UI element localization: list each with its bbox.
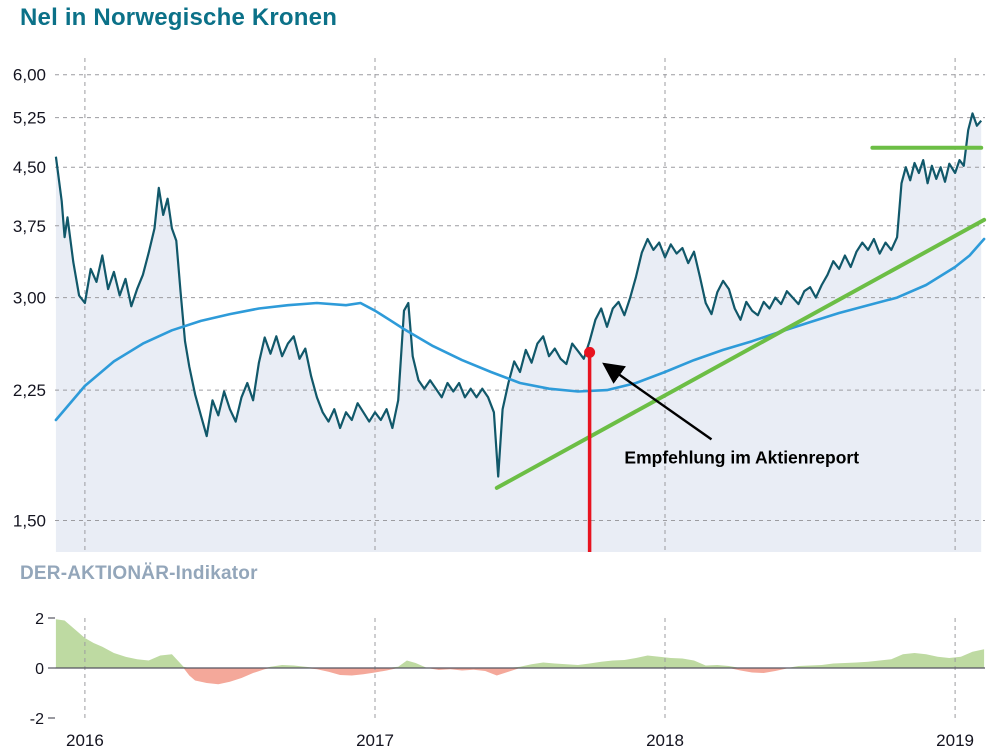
y-axis-label: 1,50	[13, 512, 46, 531]
y-axis-label: 2	[35, 611, 44, 628]
annotation-arrow	[602, 362, 713, 441]
annotation-label: Empfehlung im Aktienreport	[624, 448, 859, 468]
y-axis-label: 3,75	[13, 217, 46, 236]
price-area	[55, 113, 982, 553]
signal-dot	[584, 346, 596, 358]
y-axis-label: -2	[30, 711, 44, 728]
price-line	[54, 112, 983, 478]
x-axis-label: 2019	[936, 731, 974, 750]
x-axis-label: 2017	[356, 731, 394, 750]
y-axis-label: 5,25	[13, 109, 46, 128]
y-axis-label: 2,25	[13, 381, 46, 400]
y-axis-label: 6,00	[13, 66, 46, 85]
indicator-positive-area	[55, 619, 985, 668]
x-axis-label: 2018	[646, 731, 684, 750]
indicator-negative-area	[55, 668, 985, 685]
price-chart: 6,00 5,25 4,50 3,75 3,00 2,25 1,50 Empfehlung i…	[13, 58, 987, 553]
y-axis-label: 4,50	[13, 158, 46, 177]
y-axis-label: 0	[35, 661, 44, 678]
x-axis-label: 2016	[66, 731, 104, 750]
indicator-title: DER-AKTIONÄR-Indikator	[20, 563, 258, 584]
trend-line	[494, 217, 987, 490]
indicator-chart: 2 0 -2 2016 2017 2018 2019	[30, 611, 985, 750]
y-axis-label: 3,00	[13, 289, 46, 308]
moving-average-line	[54, 237, 986, 422]
page-title: Nel in Norwegische Kronen	[20, 4, 338, 31]
